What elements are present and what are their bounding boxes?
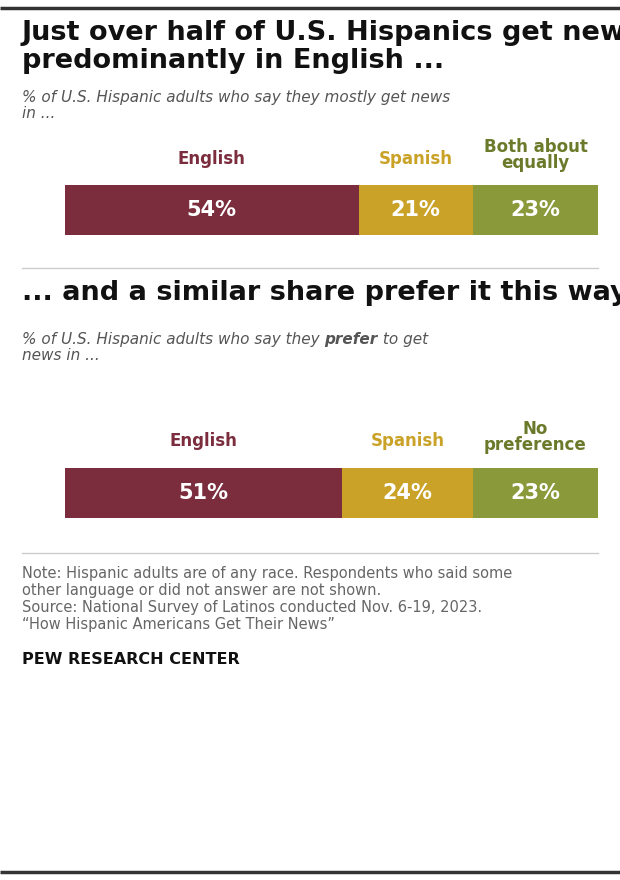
Text: PEW RESEARCH CENTER: PEW RESEARCH CENTER: [22, 652, 240, 667]
Text: 51%: 51%: [179, 483, 229, 503]
Text: Source: National Survey of Latinos conducted Nov. 6-19, 2023.: Source: National Survey of Latinos condu…: [22, 600, 482, 615]
Text: Note: Hispanic adults are of any race. Respondents who said some: Note: Hispanic adults are of any race. R…: [22, 566, 512, 581]
Text: % of U.S. Hispanic adults who say they: % of U.S. Hispanic adults who say they: [22, 332, 324, 347]
Bar: [65, 185, 359, 235]
Text: Both about: Both about: [484, 138, 587, 156]
Text: 23%: 23%: [510, 483, 560, 503]
Text: “How Hispanic Americans Get Their News”: “How Hispanic Americans Get Their News”: [22, 617, 335, 632]
Bar: [473, 468, 598, 518]
Text: English: English: [170, 432, 237, 450]
Bar: [359, 185, 473, 235]
Text: % of U.S. Hispanic adults who say they mostly get news: % of U.S. Hispanic adults who say they m…: [22, 90, 450, 105]
Text: equally: equally: [502, 154, 570, 172]
Bar: [342, 468, 473, 518]
Text: preference: preference: [484, 436, 587, 454]
Text: Just over half of U.S. Hispanics get news: Just over half of U.S. Hispanics get new…: [22, 20, 620, 46]
Text: other language or did not answer are not shown.: other language or did not answer are not…: [22, 583, 381, 598]
Text: 24%: 24%: [383, 483, 433, 503]
Text: predominantly in English ...: predominantly in English ...: [22, 48, 444, 74]
Bar: [65, 468, 342, 518]
Text: 23%: 23%: [510, 200, 560, 220]
Text: English: English: [178, 150, 246, 168]
Text: to get: to get: [378, 332, 428, 347]
Text: in ...: in ...: [22, 106, 55, 121]
Text: No: No: [523, 420, 548, 438]
Text: 21%: 21%: [391, 200, 441, 220]
Bar: [473, 185, 598, 235]
Text: ... and a similar share prefer it this way: ... and a similar share prefer it this w…: [22, 280, 620, 306]
Text: 54%: 54%: [187, 200, 237, 220]
Text: Spanish: Spanish: [371, 432, 445, 450]
Text: Spanish: Spanish: [379, 150, 453, 168]
Text: prefer: prefer: [324, 332, 378, 347]
Text: news in ...: news in ...: [22, 348, 100, 363]
